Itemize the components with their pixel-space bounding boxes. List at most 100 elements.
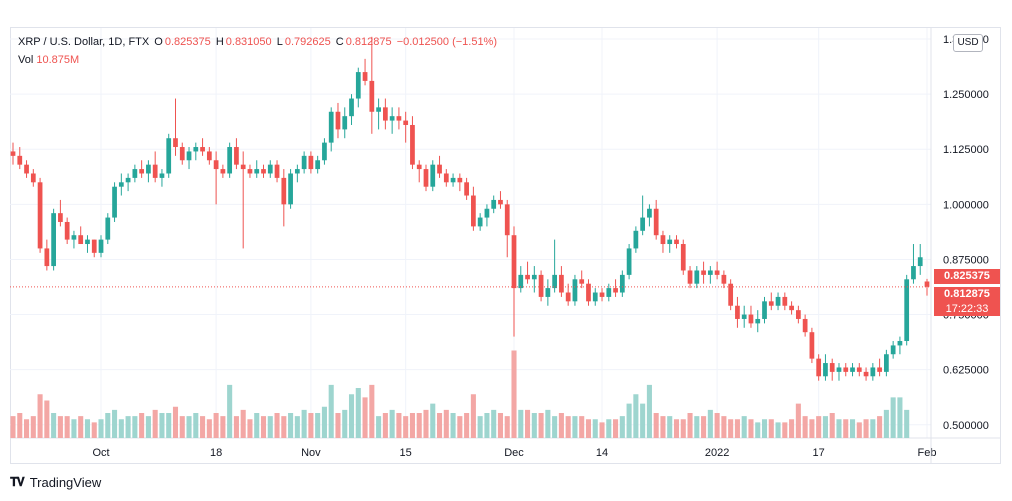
volume-bar [863,419,869,438]
x-tick-label: 15 [400,447,412,459]
volume-bar [775,422,781,438]
volume-bar [619,416,625,438]
candle-body [213,160,219,170]
volume-bar [768,419,774,438]
tradingview-logo-icon: 𝐓𝐕 [10,475,25,489]
open-label: O [154,36,163,48]
volume-bar [240,409,246,438]
candle-body [416,164,422,170]
volume-bar [572,416,578,438]
x-tick-label: 18 [210,447,222,459]
volume-bar [44,400,50,438]
volume-bar [761,419,768,438]
candle-body [91,239,97,253]
candle-body [829,363,835,372]
x-tick-label: Oct [92,447,109,459]
volume-bar [105,413,111,438]
candle-body [491,199,497,209]
candle-body [464,182,469,196]
close-label: C [335,36,344,48]
candle-body [139,169,145,174]
volume-bar [579,416,585,438]
candle-body [477,217,483,227]
volume-bar [233,416,239,438]
candle-body [775,296,781,306]
candle-body [234,147,239,165]
volume-bar [288,413,294,438]
candle-body [301,155,307,170]
candle-body [870,367,876,377]
candle-body [349,98,354,117]
volume-bar [565,416,571,438]
currency-button[interactable]: USD [953,34,983,52]
volume-bar [17,413,23,438]
volume-bar [795,403,801,438]
candle-body [619,274,625,293]
candle-body [762,301,767,319]
candle-body [525,274,530,280]
volume-bar [531,413,537,438]
volume-bar [328,384,334,438]
volume-bar [301,409,307,438]
candle-body [355,72,361,99]
low-value: 0.792625 [284,36,331,48]
volume-bar [281,416,287,438]
candle-body [17,155,23,165]
candle-body [552,274,557,289]
volume-bar [518,409,524,438]
volume-bar [294,416,300,438]
volume-bar [504,416,510,438]
candle-body [877,367,882,372]
candle-body [579,279,585,284]
volume-value: 10.875M [36,54,80,66]
volume-bar [606,419,612,438]
volume-bar [200,416,206,438]
low-label: L [276,36,283,48]
volume-bar [646,384,652,438]
candle-body [220,169,226,174]
volume-bar [159,413,165,438]
volume-bar [525,409,531,438]
candle-body [64,221,70,240]
candle-body [586,283,591,302]
volume-bar [585,419,592,438]
volume-bar [728,419,734,438]
x-tick-label: Feb [918,447,937,459]
volume-legend: Vol 10.875M [18,54,79,66]
branding[interactable]: 𝐓𝐕 TradingView [10,475,101,490]
volume-bar [362,397,368,438]
last-price-tag: 0.825375 [934,269,1000,284]
volume-bar [477,416,483,438]
candle-body [545,288,551,297]
candle-body [904,279,910,342]
candle-body [802,318,808,333]
volume-bar [71,419,77,438]
candle-body [917,257,923,267]
volume-bar [227,384,233,438]
candle-body [538,274,544,297]
volume-bar [179,416,185,438]
candle-body [511,235,517,289]
candle-body [274,164,280,178]
volume-bar [694,416,700,438]
candle-body [687,270,693,284]
volume-bar [132,416,138,438]
volume-bar [633,394,639,438]
volume-bar [274,413,280,438]
volume-bar [890,397,896,438]
volume-bar [84,419,91,438]
candle-body [105,217,111,240]
candle-body [694,270,700,284]
candle-body [342,116,348,130]
volume-bar [714,413,720,438]
candle-body [51,213,56,267]
volume-bar [816,416,822,438]
candle-body [565,292,571,302]
volume-bar [701,416,707,438]
candle-body [362,72,368,81]
candle-body [823,363,828,377]
candle-body [755,318,761,324]
candle-body [30,173,36,183]
volume-bar [436,413,443,438]
